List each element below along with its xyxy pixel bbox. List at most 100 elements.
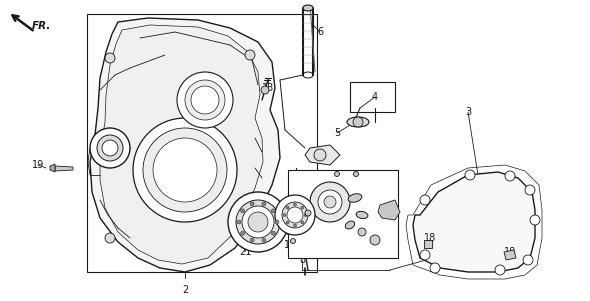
Circle shape [304, 213, 307, 216]
Text: 8: 8 [299, 255, 305, 265]
Text: 13: 13 [262, 83, 274, 93]
Circle shape [262, 202, 266, 206]
Text: 11: 11 [332, 173, 344, 183]
Circle shape [282, 202, 308, 228]
Circle shape [305, 210, 311, 216]
Circle shape [293, 203, 297, 206]
Circle shape [301, 221, 304, 224]
Text: 2: 2 [182, 285, 188, 295]
Bar [288, 170, 398, 258]
Text: 21: 21 [239, 247, 251, 257]
Circle shape [505, 171, 515, 181]
Circle shape [324, 196, 336, 208]
Text: 12: 12 [387, 205, 399, 215]
Circle shape [290, 238, 296, 244]
Circle shape [495, 265, 505, 275]
Circle shape [245, 50, 255, 60]
Ellipse shape [347, 117, 369, 127]
Circle shape [530, 215, 540, 225]
Circle shape [271, 231, 276, 235]
Polygon shape [50, 164, 55, 172]
Circle shape [191, 86, 219, 114]
Circle shape [353, 172, 359, 176]
Circle shape [523, 255, 533, 265]
Text: 11: 11 [352, 170, 364, 180]
Circle shape [370, 235, 380, 245]
Circle shape [283, 213, 286, 216]
Text: 3: 3 [465, 107, 471, 117]
Circle shape [241, 231, 245, 235]
Circle shape [318, 190, 342, 214]
Circle shape [286, 206, 289, 209]
Circle shape [242, 206, 274, 238]
Text: 20: 20 [279, 227, 291, 237]
Circle shape [248, 212, 268, 232]
Circle shape [250, 238, 254, 242]
Circle shape [430, 263, 440, 273]
Polygon shape [413, 172, 535, 272]
Circle shape [237, 220, 241, 224]
Circle shape [90, 128, 130, 168]
Circle shape [236, 200, 280, 244]
Circle shape [275, 220, 279, 224]
Circle shape [102, 140, 118, 156]
Circle shape [241, 209, 245, 213]
Text: 4: 4 [372, 92, 378, 102]
Circle shape [105, 233, 115, 243]
Text: 9: 9 [365, 213, 371, 223]
Text: FR.: FR. [32, 21, 51, 31]
Circle shape [301, 206, 304, 209]
Text: 9: 9 [380, 187, 386, 197]
Ellipse shape [356, 211, 368, 219]
Polygon shape [424, 240, 432, 248]
Circle shape [275, 195, 315, 235]
Bar [350, 82, 395, 112]
Ellipse shape [345, 221, 355, 229]
Text: 18: 18 [504, 247, 516, 257]
Bar [87, 14, 317, 272]
Circle shape [97, 143, 107, 153]
Circle shape [262, 238, 266, 242]
Circle shape [97, 135, 123, 161]
Text: 14: 14 [367, 237, 379, 247]
Ellipse shape [303, 5, 313, 11]
Circle shape [245, 233, 255, 243]
Circle shape [261, 86, 269, 94]
Circle shape [358, 228, 366, 236]
Text: 16: 16 [112, 137, 124, 147]
Text: 7: 7 [315, 155, 321, 165]
Ellipse shape [348, 194, 362, 202]
Circle shape [153, 138, 217, 202]
Circle shape [286, 221, 289, 224]
Circle shape [228, 192, 288, 252]
Circle shape [525, 185, 535, 195]
Circle shape [143, 128, 227, 212]
Circle shape [133, 118, 237, 222]
Text: 19: 19 [32, 160, 44, 170]
Circle shape [314, 149, 326, 161]
Circle shape [465, 170, 475, 180]
Circle shape [177, 72, 233, 128]
Circle shape [353, 117, 363, 127]
Polygon shape [504, 250, 516, 260]
Circle shape [271, 209, 276, 213]
Polygon shape [55, 166, 73, 171]
Circle shape [185, 80, 225, 120]
Text: 17: 17 [294, 175, 306, 185]
Text: 18: 18 [424, 233, 436, 243]
Text: 15: 15 [356, 229, 368, 239]
Text: 5: 5 [334, 128, 340, 138]
Circle shape [420, 250, 430, 260]
Text: 11: 11 [284, 240, 296, 250]
Circle shape [335, 172, 339, 176]
Circle shape [250, 202, 254, 206]
Text: 10: 10 [299, 223, 311, 233]
Circle shape [105, 53, 115, 63]
Circle shape [310, 182, 350, 222]
Circle shape [420, 195, 430, 205]
Circle shape [287, 207, 303, 223]
Text: 9: 9 [349, 225, 355, 235]
Polygon shape [378, 200, 400, 220]
Polygon shape [100, 25, 263, 264]
Text: 6: 6 [317, 27, 323, 37]
